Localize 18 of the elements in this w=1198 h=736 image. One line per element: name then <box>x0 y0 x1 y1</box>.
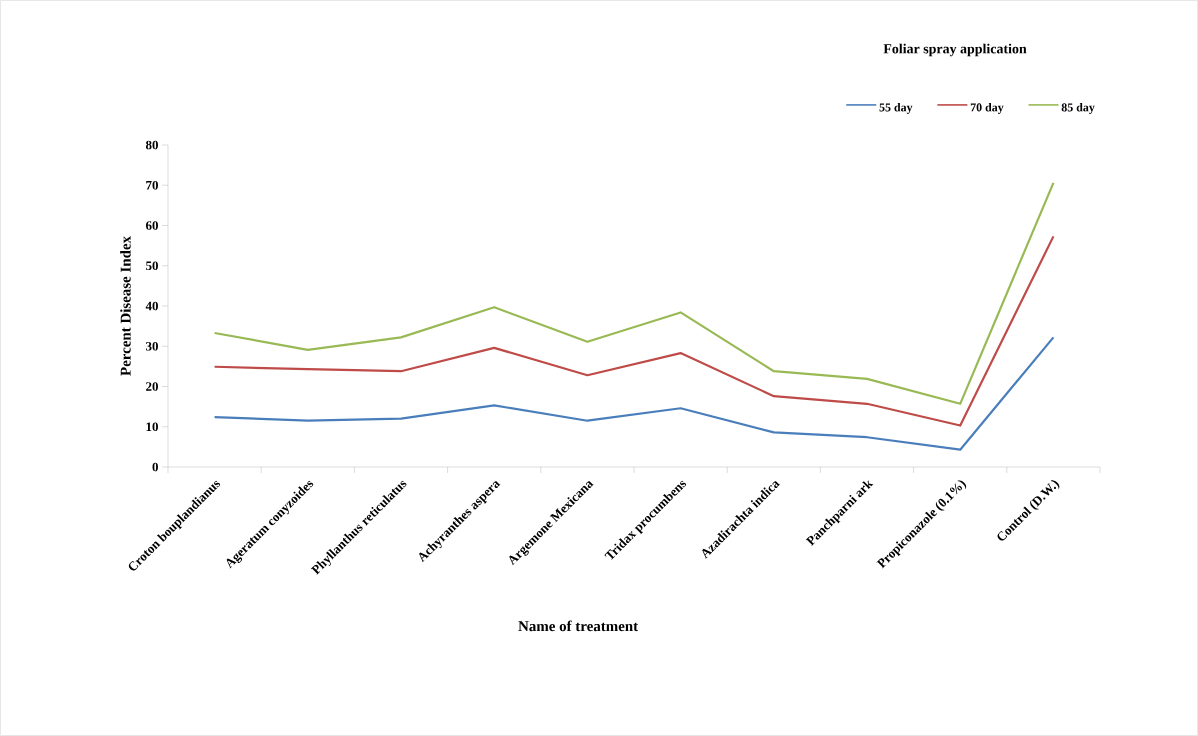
y-tick-label: 50 <box>146 261 158 271</box>
y-tick-label: 30 <box>146 341 158 351</box>
y-axis-title: Percent Disease Index <box>120 236 131 376</box>
legend-title: Foliar spray application <box>883 43 1027 57</box>
legend-label: 55 day <box>879 103 913 114</box>
x-axis-title: Name of treatment <box>518 620 639 632</box>
line-series <box>213 181 1055 405</box>
y-tick-label: 80 <box>145 140 158 150</box>
line-series <box>213 336 1055 451</box>
y-tick-label: 40 <box>145 301 158 311</box>
y-tick-label: 70 <box>146 180 158 190</box>
y-tick-label: 0 <box>152 462 158 472</box>
line-series <box>213 235 1055 427</box>
y-tick-label: 20 <box>146 382 158 391</box>
legend-label: 85 day <box>1061 103 1095 114</box>
y-tick-label: 10 <box>146 422 158 432</box>
y-tick-label: 60 <box>145 221 158 230</box>
legend-label: 70 day <box>970 103 1004 114</box>
